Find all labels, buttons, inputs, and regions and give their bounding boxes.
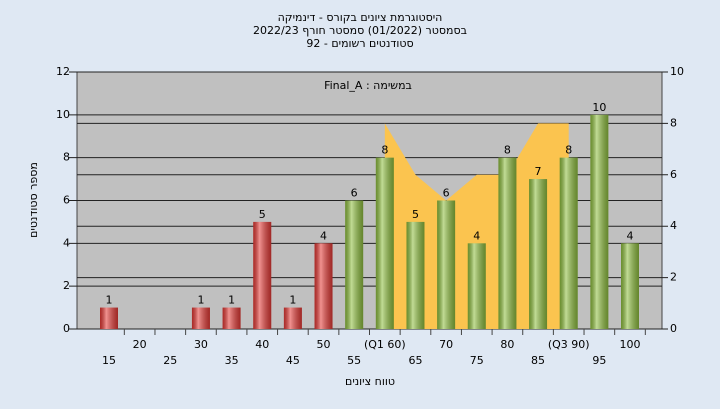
x-tick-label: 80 — [500, 338, 514, 351]
bar-shade — [406, 221, 425, 329]
y-axis-label: מספר סטודנטים — [27, 162, 40, 238]
value-label: 4 — [473, 229, 480, 242]
y2-tick-label: 8 — [670, 116, 677, 129]
bar-shade — [375, 157, 394, 329]
value-label: 1 — [228, 294, 235, 307]
y2-tick-label: 0 — [670, 322, 677, 335]
bar-shade — [314, 243, 333, 329]
value-label: 8 — [504, 144, 511, 157]
value-label: 6 — [351, 187, 358, 200]
x-tick-label: 95 — [592, 354, 606, 367]
bar-shade — [222, 307, 241, 329]
value-label: 10 — [592, 101, 606, 114]
bar-shade — [253, 221, 272, 329]
value-label: 8 — [381, 144, 388, 157]
y-tick-label: 8 — [63, 151, 70, 164]
x-tick-label: (Q3 90) — [548, 338, 590, 351]
y-tick-label: 2 — [63, 279, 70, 292]
y2-tick-label: 4 — [670, 219, 677, 232]
x-tick-label: 70 — [439, 338, 453, 351]
title-line: בסמסטר (01/2022) סמסטר חורף 2022/23 — [253, 24, 467, 37]
y-tick-label: 10 — [56, 108, 70, 121]
x-tick-label: 20 — [133, 338, 147, 351]
value-label: 1 — [289, 294, 296, 307]
bar-shade — [100, 307, 118, 329]
x-tick-label: 45 — [286, 354, 300, 367]
bar-shade — [345, 200, 364, 329]
y2-tick-label: 6 — [670, 168, 677, 181]
value-label: 5 — [259, 208, 266, 221]
x-tick-label: (Q1 60) — [364, 338, 406, 351]
value-label: 7 — [535, 165, 542, 178]
x-tick-label: 100 — [620, 338, 641, 351]
value-label: 4 — [320, 229, 327, 242]
bar-shade — [621, 243, 639, 329]
annotation: Final_A : במשימה — [324, 79, 412, 92]
value-label: 8 — [565, 144, 572, 157]
y-tick-label: 6 — [63, 194, 70, 207]
x-tick-label: 40 — [255, 338, 269, 351]
bar-shade — [529, 179, 548, 329]
bar-shade — [467, 243, 486, 329]
bar-shade — [498, 157, 517, 329]
x-tick-label: 15 — [102, 354, 116, 367]
value-label: 1 — [106, 294, 113, 307]
value-label: 5 — [412, 208, 419, 221]
x-tick-label: 35 — [225, 354, 239, 367]
value-label: 4 — [627, 229, 634, 242]
title-line: סטודנטים רשומים - 92 — [306, 37, 413, 50]
y2-tick-label: 10 — [670, 65, 684, 78]
x-tick-label: 30 — [194, 338, 208, 351]
bar-shade — [437, 200, 456, 329]
bar-shade — [559, 157, 578, 329]
bar-shade — [191, 307, 210, 329]
value-label: 1 — [197, 294, 204, 307]
x-tick-label: 50 — [317, 338, 331, 351]
y-tick-label: 4 — [63, 236, 70, 249]
y-tick-label: 12 — [56, 65, 70, 78]
x-tick-label: 25 — [163, 354, 177, 367]
y2-tick-label: 2 — [670, 271, 677, 284]
y-tick-label: 0 — [63, 322, 70, 335]
title-line: היסטוגרמת ציונים בקורס - דינמיקה — [278, 11, 443, 24]
x-tick-label: 55 — [347, 354, 361, 367]
x-tick-label: 75 — [470, 354, 484, 367]
bar-shade — [283, 307, 302, 329]
x-tick-label: 85 — [531, 354, 545, 367]
area — [384, 123, 569, 330]
x-tick-label: 65 — [408, 354, 422, 367]
marks: 1 1 1 5 1 4 6 8 5 6 4 8 7 8 10 4 — [100, 101, 639, 330]
value-label: 6 — [443, 187, 450, 200]
x-axis-label: טווח ציונים — [345, 375, 395, 388]
bar-shade — [590, 114, 609, 329]
